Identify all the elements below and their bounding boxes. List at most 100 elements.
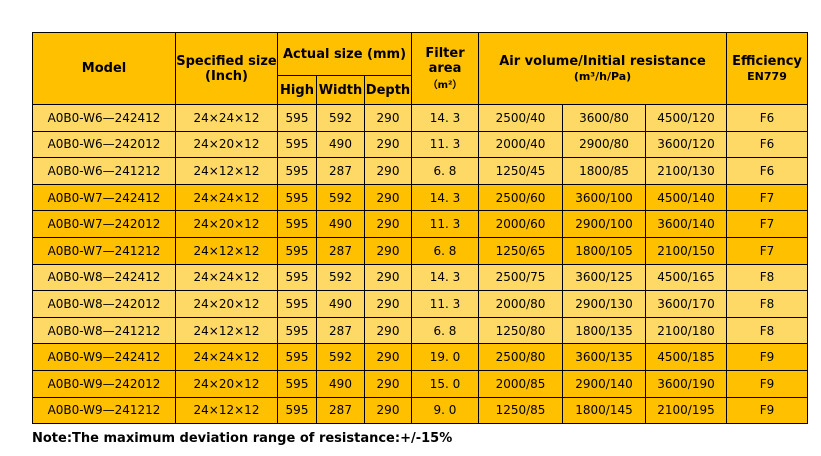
- table-cell: 595: [277, 263, 317, 292]
- table-cell: 2500/75: [478, 263, 563, 292]
- table-cell: 19. 0: [411, 343, 479, 371]
- table-cell: 490: [316, 130, 365, 159]
- table-cell: A0B0-W8—241212: [32, 316, 176, 345]
- header-cell: Specified size (Inch): [175, 32, 278, 105]
- table-cell: 490: [316, 290, 365, 318]
- table-cell: 592: [316, 104, 365, 132]
- header-cell: Actual size (mm): [277, 32, 412, 76]
- table-cell: A0B0-W7—242412: [32, 183, 176, 212]
- table-cell: A0B0-W7—241212: [32, 236, 176, 265]
- table-cell: A0B0-W9—242012: [32, 369, 176, 398]
- table-row: A0B0-W7—242012 24×20×12 595 490 290 11. 3 2000…: [32, 210, 809, 238]
- table-cell: F8: [726, 290, 809, 318]
- table-cell: 24×24×12: [175, 104, 278, 132]
- table-row: A0B0-W9—242412 24×24×12 595 592 290 19. 0 2500…: [32, 343, 809, 371]
- table-row: A0B0-W7—241212 24×12×12 595 287 290 6. 8 1250/…: [32, 236, 809, 265]
- table-cell: 14. 3: [411, 104, 479, 132]
- table-cell: 4500/140: [644, 183, 728, 212]
- table-row: A0B0-W7—242412 24×24×12 595 592 290 14. 3 2500…: [32, 183, 809, 212]
- table-cell: 3600/120: [644, 130, 728, 159]
- table-row: A0B0-W8—242012 24×20×12 595 490 290 11. 3 2000…: [32, 290, 809, 318]
- table-cell: 290: [364, 290, 412, 318]
- header-cell: Model: [32, 32, 176, 105]
- table-cell: 595: [277, 104, 317, 132]
- table-cell: F6: [726, 157, 809, 185]
- table-cell: 24×20×12: [175, 210, 278, 238]
- table-cell: F6: [726, 130, 809, 159]
- table-cell: 6. 8: [411, 316, 479, 345]
- header-cell: Filter area （m²）: [411, 32, 479, 105]
- header-text: Air volume/Initial resistance: [499, 53, 706, 69]
- header-cell: High: [277, 75, 317, 105]
- table-cell: F8: [726, 263, 809, 292]
- table-cell: 595: [277, 316, 317, 345]
- table-cell: 592: [316, 183, 365, 212]
- table-row: A0B0-W9—241212 24×12×12 595 287 290 9. 0 1250/…: [32, 396, 809, 425]
- header-text: Depth: [365, 82, 411, 98]
- table-cell: 3600/135: [562, 343, 646, 371]
- table-cell: 2100/150: [644, 236, 728, 265]
- table-cell: 1800/145: [562, 396, 646, 425]
- table-cell: 595: [277, 236, 317, 265]
- table-cell: 2900/130: [562, 290, 646, 318]
- table-cell: 595: [277, 183, 317, 212]
- table-cell: 2000/40: [478, 130, 563, 159]
- table-cell: 290: [364, 157, 412, 185]
- table-cell: 4500/165: [644, 263, 728, 292]
- table-cell: A0B0-W6—242412: [32, 104, 176, 132]
- table-cell: 4500/120: [644, 104, 728, 132]
- table-cell: F6: [726, 104, 809, 132]
- table-cell: F7: [726, 183, 809, 212]
- table-cell: 290: [364, 316, 412, 345]
- table-row: A0B0-W8—241212 24×12×12 595 287 290 6. 8 1250/…: [32, 316, 809, 345]
- table-cell: A0B0-W6—242012: [32, 130, 176, 159]
- table-cell: 290: [364, 263, 412, 292]
- table-cell: A0B0-W8—242412: [32, 263, 176, 292]
- table-cell: F9: [726, 343, 809, 371]
- table-row: A0B0-W6—242012 24×20×12 595 490 290 11. 3 2000…: [32, 130, 809, 159]
- table-cell: F7: [726, 236, 809, 265]
- header-text: Actual size (mm): [282, 46, 407, 62]
- table-cell: 595: [277, 130, 317, 159]
- table-cell: 2000/60: [478, 210, 563, 238]
- table-cell: 6. 8: [411, 236, 479, 265]
- table-cell: A0B0-W7—242012: [32, 210, 176, 238]
- header-text: Width: [318, 82, 363, 98]
- table-cell: 24×24×12: [175, 183, 278, 212]
- table-cell: 24×20×12: [175, 290, 278, 318]
- header-text: Model: [81, 61, 127, 76]
- table-cell: 24×20×12: [175, 130, 278, 159]
- table-cell: 24×24×12: [175, 343, 278, 371]
- table-cell: 287: [316, 396, 365, 425]
- table-cell: 290: [364, 183, 412, 212]
- header-cell: Depth: [364, 75, 412, 105]
- table-cell: 3600/80: [562, 104, 646, 132]
- table-cell: 290: [364, 104, 412, 132]
- table-cell: 1800/105: [562, 236, 646, 265]
- header-text: (m³/h/Pa): [573, 69, 632, 83]
- table-cell: 290: [364, 210, 412, 238]
- table-cell: 595: [277, 343, 317, 371]
- table-cell: F9: [726, 396, 809, 425]
- table-cell: A0B0-W8—242012: [32, 290, 176, 318]
- table-cell: 3600/140: [644, 210, 728, 238]
- table-cell: 595: [277, 210, 317, 238]
- table-cell: 595: [277, 157, 317, 185]
- table-cell: 2100/180: [644, 316, 728, 345]
- table-cell: 595: [277, 369, 317, 398]
- table-cell: F9: [726, 369, 809, 398]
- table-cell: A0B0-W9—241212: [32, 396, 176, 425]
- table-cell: 11. 3: [411, 290, 479, 318]
- table-cell: A0B0-W9—242412: [32, 343, 176, 371]
- header-text: Specified size: [176, 53, 277, 69]
- table-cell: 1250/85: [478, 396, 563, 425]
- table-cell: 287: [316, 157, 365, 185]
- table-cell: 595: [277, 290, 317, 318]
- table-cell: 1250/45: [478, 157, 563, 185]
- table-cell: 287: [316, 316, 365, 345]
- table-cell: 290: [364, 369, 412, 398]
- table-cell: 2100/130: [644, 157, 728, 185]
- table-cell: 24×12×12: [175, 236, 278, 265]
- table-cell: 3600/125: [562, 263, 646, 292]
